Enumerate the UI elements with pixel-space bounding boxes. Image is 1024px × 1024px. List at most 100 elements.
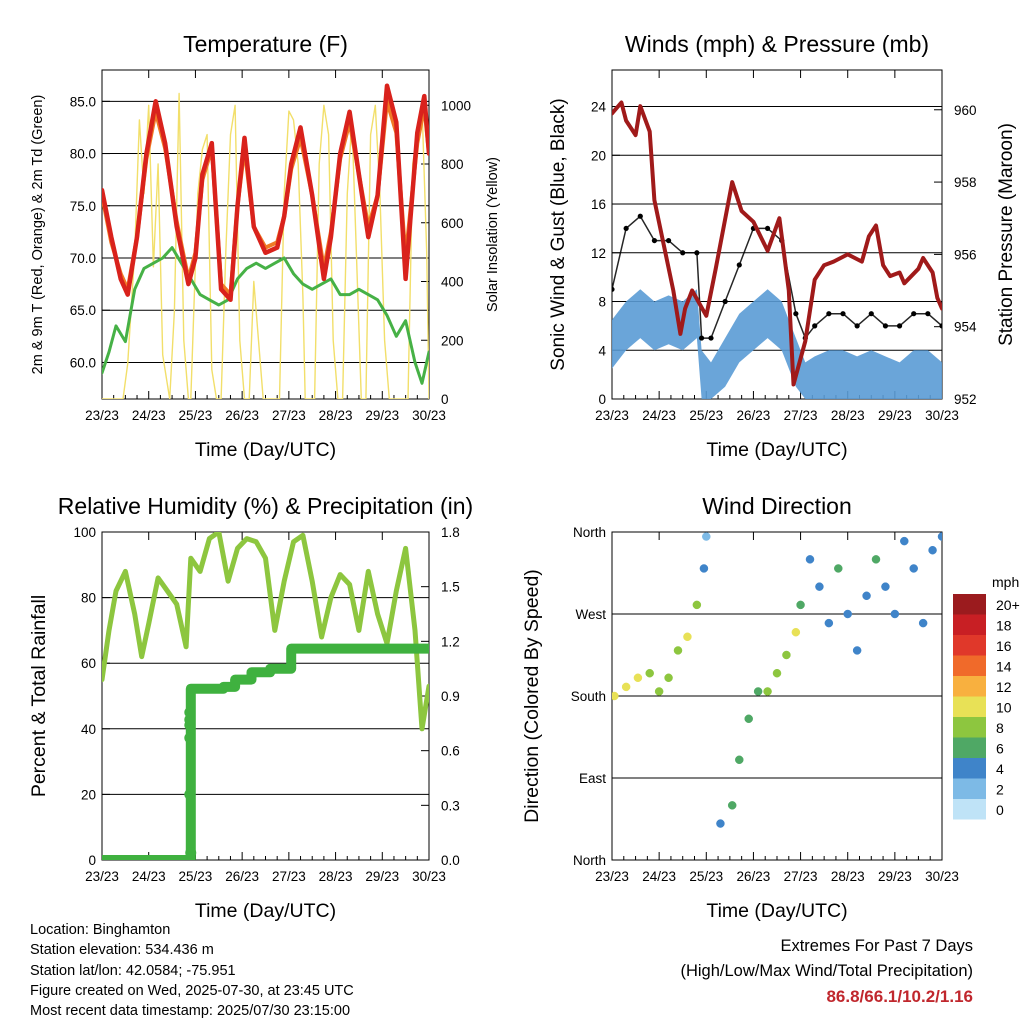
colorbar-swatch <box>953 635 986 656</box>
x-tick-label: 28/23 <box>319 869 353 884</box>
x-tick-label: 30/23 <box>412 869 446 884</box>
x-tick-label: 30/23 <box>925 408 959 423</box>
x-tick-label: 24/23 <box>132 408 166 423</box>
y-tick-label: 20 <box>591 148 606 163</box>
y-tick-label: West <box>575 607 606 622</box>
y-right-axis-label: Solar Insolation (Yellow) <box>485 157 501 312</box>
y-tick-label: 24 <box>591 100 607 115</box>
direction-point <box>928 545 937 555</box>
y-tick-label: South <box>571 689 606 704</box>
x-tick-label: 30/23 <box>412 408 446 423</box>
direction-point <box>890 609 900 619</box>
x-tick-label: 25/23 <box>689 408 723 423</box>
x-tick-label: 26/23 <box>225 869 259 884</box>
extremes-box: Extremes For Past 7 Days (High/Low/Max W… <box>680 934 973 1009</box>
plot-area <box>612 532 942 828</box>
x-tick-label: 26/23 <box>225 408 259 423</box>
y-tick-label: North <box>573 853 606 868</box>
chart-title: Wind Direction <box>702 493 852 519</box>
x-tick-label: 23/23 <box>85 869 119 884</box>
x-tick-label: 29/23 <box>878 408 912 423</box>
x-tick-label: 28/23 <box>831 408 865 423</box>
y-right-tick-label: 1.5 <box>441 580 460 595</box>
direction-point <box>727 801 737 810</box>
direction-point <box>918 618 928 628</box>
y-tick-label: 0 <box>88 853 96 868</box>
precip-point <box>184 706 196 718</box>
colorbar-label: 6 <box>996 741 1004 757</box>
direction-point <box>909 564 918 573</box>
recent-timestamp-text: Most recent data timestamp: 2025/07/30 2… <box>30 1003 351 1020</box>
y-right-tick-label: 600 <box>441 216 464 231</box>
colorbar-label: 20+ <box>996 597 1020 613</box>
speed-colorbar: mph 20+ 18 16 14 12 10 8 6 4 2 0 <box>953 574 1020 820</box>
y-tick-label: 80 <box>81 591 96 606</box>
colorbar-swatch <box>953 799 986 820</box>
direction-point <box>716 819 725 828</box>
y-axis-label: Sonic Wind & Gust (Blue, Black) <box>548 98 569 370</box>
elevation-text: Station elevation: 534.436 m <box>30 942 214 959</box>
chart-title: Winds (mph) & Pressure (mb) <box>625 31 929 57</box>
y-tick-label: 60 <box>81 656 96 671</box>
y-tick-label: 60.0 <box>70 355 96 370</box>
colorbar-label: 4 <box>996 761 1004 777</box>
chart-title: Temperature (F) <box>183 31 348 57</box>
direction-point <box>735 755 744 765</box>
x-axis-label: Time (Day/UTC) <box>195 439 336 461</box>
x-axis-label: Time (Day/UTC) <box>195 900 336 922</box>
x-tick-label: 27/23 <box>784 408 818 423</box>
direction-point <box>937 532 942 541</box>
panel-2: Winds (mph) & Pressure (mb) Time (Day/UTC… <box>548 31 1017 461</box>
direction-point <box>815 582 824 591</box>
x-tick-label: 29/23 <box>365 869 399 884</box>
colorbar-label: 16 <box>996 638 1012 654</box>
x-tick-label: 27/23 <box>784 869 818 884</box>
station-metadata: Location: Binghamton Station elevation: … <box>30 920 354 1021</box>
direction-point <box>772 668 782 678</box>
direction-point <box>645 668 654 678</box>
y-tick-label: 0 <box>598 392 606 407</box>
location-text: Location: Binghamton <box>30 922 171 938</box>
colorbar-label: 10 <box>996 700 1012 716</box>
pressure-series <box>612 100 942 387</box>
y-right-tick-label: 1.2 <box>441 634 460 649</box>
direction-point <box>654 687 664 696</box>
colorbar-swatch <box>953 594 986 615</box>
direction-point <box>900 536 909 546</box>
x-axis-label: Time (Day/UTC) <box>706 439 847 461</box>
y-right-tick-label: 0.3 <box>441 798 460 813</box>
plot-area <box>102 83 429 399</box>
y-axis-label: Direction (Colored By Speed) <box>521 569 543 823</box>
y-right-tick-label: 958 <box>954 175 977 190</box>
colorbar-swatch <box>953 758 986 779</box>
y-right-tick-label: 1.8 <box>441 525 460 540</box>
y-right-tick-label: 952 <box>954 392 977 407</box>
y-axis-label: Percent & Total Rainfall <box>28 595 50 797</box>
precip-point <box>185 847 197 859</box>
y-tick-label: 4 <box>598 343 606 358</box>
x-tick-label: 23/23 <box>595 408 629 423</box>
colorbar-title: mph <box>992 574 1019 590</box>
temp-2m-series <box>102 83 429 303</box>
y-right-axis-label: Station Pressure (Maroon) <box>996 123 1017 346</box>
colorbar-swatch <box>953 737 986 758</box>
wind-series <box>612 289 942 399</box>
x-axis-label: Time (Day/UTC) <box>706 900 847 922</box>
x-tick-label: 23/23 <box>595 869 629 884</box>
x-tick-label: 26/23 <box>737 869 771 884</box>
y-right-tick-label: 960 <box>954 103 977 118</box>
direction-point <box>633 673 643 683</box>
direction-point <box>753 687 763 696</box>
y-axis-label: 2m & 9m T (Red, Orange) & 2m Td (Green) <box>30 95 46 375</box>
precip-point <box>184 788 196 800</box>
y-tick-label: 65.0 <box>70 303 96 318</box>
direction-point <box>744 714 753 724</box>
direction-point <box>673 646 683 655</box>
x-tick-label: 28/23 <box>831 869 865 884</box>
y-tick-label: East <box>579 771 606 786</box>
x-tick-label: 28/23 <box>319 408 353 423</box>
colorbar-swatch <box>953 655 986 676</box>
x-tick-label: 24/23 <box>642 408 676 423</box>
plot-area <box>102 532 429 860</box>
